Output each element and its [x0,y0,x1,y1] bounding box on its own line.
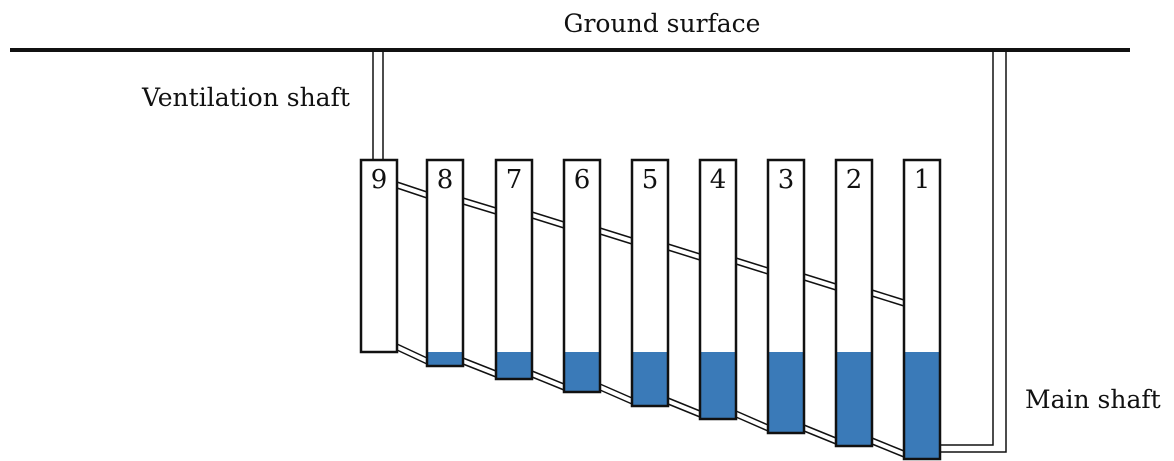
upper-passage-6-b [803,279,837,291]
chamber-number-1: 1 [914,165,931,195]
chamber-number-3: 3 [778,165,795,195]
chamber-outline-4 [698,158,738,421]
lower-passage-3-b [599,389,633,405]
chamber-9: 9 [359,158,399,354]
chamber-outline-5 [630,158,670,408]
water-level-2 [836,352,872,446]
main-shaft-label: Main shaft [1025,385,1161,414]
water-level-4 [700,352,736,419]
lower-passage-7-b [871,443,905,458]
chamber-4: 4 [698,158,738,421]
chambers: 9 8 7 6 5 4 3 2 1 [359,158,942,461]
chamber-8: 8 [425,158,465,368]
chamber-outline-8 [425,158,465,368]
upper-passage-3-a [599,227,633,239]
lower-passage-4-a [667,397,701,412]
water-level-7 [496,352,532,379]
upper-passage-1-b [462,203,497,215]
upper-passage-3-b [599,233,633,245]
lower-passage-7-a [871,437,905,452]
water-level-1 [904,352,940,459]
lower-passage-0-b [396,349,428,365]
water-level-8 [427,352,463,366]
chamber-number-6: 6 [574,165,591,195]
lower-passage-4-b [667,403,701,418]
main-shaft-outer [940,50,1007,453]
chamber-number-7: 7 [506,165,523,195]
lower-passage-0-a [396,343,428,359]
connectors [396,181,905,458]
upper-passage-7-a [871,289,905,301]
lower-passage-6-b [803,430,837,445]
lower-passage-2-a [531,370,565,385]
ventilation-shaft-label: Ventilation shaft [141,83,350,112]
lower-passage-3-a [599,383,633,399]
lower-passage-1-b [462,363,497,378]
chamber-3: 3 [766,158,806,435]
chamber-outline-1 [902,158,942,461]
water-level-5 [632,352,668,406]
chamber-5: 5 [630,158,670,408]
chamber-number-4: 4 [710,165,727,195]
upper-passage-1-a [462,197,497,209]
lower-passage-6-a [803,424,837,439]
chamber-number-9: 9 [371,165,388,195]
lower-passage-5-a [735,410,769,426]
upper-passage-0-b [396,187,428,199]
chamber-outline-2 [834,158,874,448]
chamber-outline-9 [359,158,399,354]
upper-passage-6-a [803,273,837,285]
upper-passage-5-b [735,263,769,275]
chamber-number-5: 5 [642,165,659,195]
upper-passage-2-b [531,217,565,229]
shafts [372,50,1007,453]
water-level-3 [768,352,804,433]
water-level-6 [564,352,600,392]
upper-passage-2-a [531,211,565,223]
chamber-outline-3 [766,158,806,435]
upper-passage-4-b [667,249,701,261]
chamber-2: 2 [834,158,874,448]
ground-surface-label: Ground surface [564,9,761,38]
chamber-number-8: 8 [437,165,454,195]
main-shaft-inner [940,50,994,446]
upper-passage-0-a [396,181,428,193]
chamber-1: 1 [902,158,942,461]
upper-passage-7-b [871,295,905,307]
chamber-outline-6 [562,158,602,394]
chamber-number-2: 2 [846,165,863,195]
lower-passage-1-a [462,357,497,372]
lower-passage-2-b [531,376,565,391]
upper-passage-5-a [735,257,769,269]
chamber-6: 6 [562,158,602,394]
chamber-7: 7 [494,158,534,381]
lower-passage-5-b [735,416,769,432]
chamber-outline-7 [494,158,534,381]
upper-passage-4-a [667,243,701,255]
